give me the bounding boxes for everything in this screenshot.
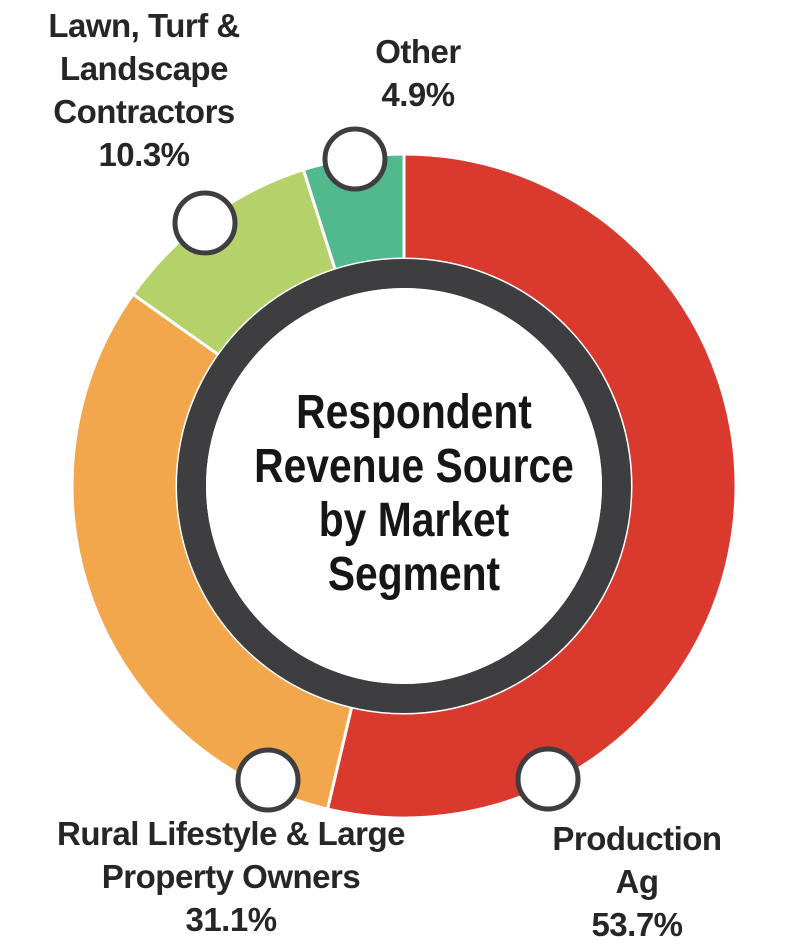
callout-marker-production-ag	[515, 746, 581, 812]
label-production-ag: Production Ag 53.7%	[552, 820, 722, 943]
label-lawn-turf-landscape-contractors: Lawn, Turf & Landscape Contractors 10.3%	[48, 7, 240, 173]
callout-marker-lawn-turf-landscape	[172, 190, 238, 256]
label-rural-lifestyle-large-property-owners: Rural Lifestyle & Large Property Owners …	[57, 815, 405, 938]
callout-markers	[172, 126, 581, 813]
donut-center-hole	[206, 288, 602, 684]
donut-segments	[70, 152, 738, 820]
label-other: Other 4.9%	[375, 33, 461, 113]
donut-inner-ring	[177, 259, 631, 713]
callout-marker-other	[322, 126, 388, 192]
callout-marker-rural-lifestyle	[235, 747, 301, 813]
chart-title: Respondent Revenue Source by Market Segm…	[254, 386, 574, 601]
